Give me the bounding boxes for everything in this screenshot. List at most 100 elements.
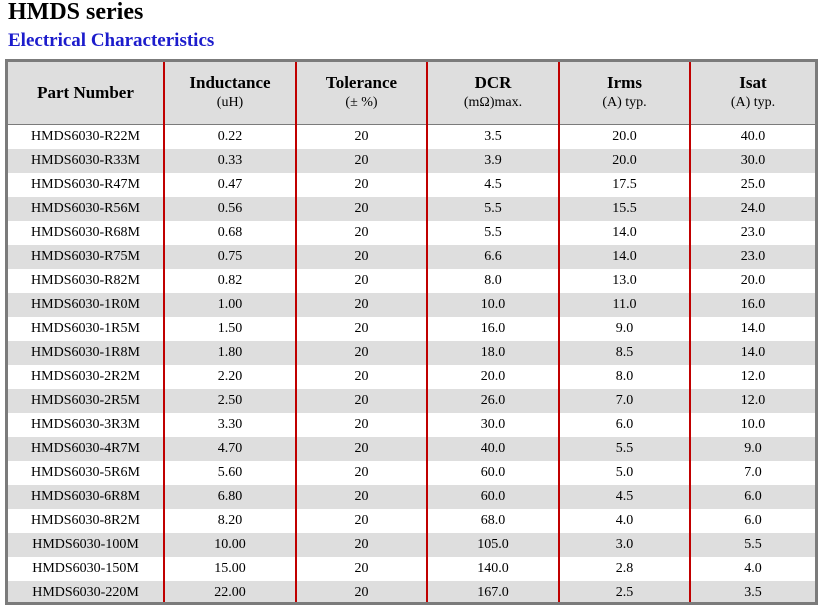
section-title: Electrical Characteristics — [8, 30, 215, 51]
part-number-cell: HMDS6030-150M — [8, 557, 165, 581]
tolerance-cell: 20 — [296, 245, 428, 269]
dcr-cell: 16.0 — [427, 317, 560, 341]
irms-cell: 17.5 — [559, 173, 691, 197]
table-row: HMDS6030-R68M 0.68 20 5.5 14.0 23.0 — [8, 221, 815, 245]
series-title: HMDS series — [8, 0, 144, 25]
table-row: HMDS6030-R75M 0.75 20 6.6 14.0 23.0 — [8, 245, 815, 269]
inductance-cell: 0.82 — [164, 269, 297, 293]
irms-cell: 8.5 — [559, 341, 691, 365]
irms-cell: 13.0 — [559, 269, 691, 293]
header-irms: Irms (A) typ. — [559, 62, 691, 125]
irms-cell: 14.0 — [559, 245, 691, 269]
inductance-cell: 10.00 — [164, 533, 297, 557]
part-number-cell: HMDS6030-1R5M — [8, 317, 165, 341]
tolerance-cell: 20 — [296, 581, 428, 602]
table-row: HMDS6030-8R2M 8.20 20 68.0 4.0 6.0 — [8, 509, 815, 533]
dcr-cell: 60.0 — [427, 461, 560, 485]
inductance-cell: 0.75 — [164, 245, 297, 269]
isat-cell: 12.0 — [690, 365, 815, 389]
dcr-cell: 20.0 — [427, 365, 560, 389]
inductance-cell: 1.80 — [164, 341, 297, 365]
part-number-cell: HMDS6030-220M — [8, 581, 165, 602]
inductance-cell: 8.20 — [164, 509, 297, 533]
part-number-cell: HMDS6030-3R3M — [8, 413, 165, 437]
dcr-cell: 60.0 — [427, 485, 560, 509]
part-number-cell: HMDS6030-2R5M — [8, 389, 165, 413]
header-tolerance: Tolerance (± %) — [296, 62, 428, 125]
table-row: HMDS6030-R33M 0.33 20 3.9 20.0 30.0 — [8, 149, 815, 173]
header-label: Tolerance — [325, 73, 398, 92]
table-frame: Part Number Inductance (uH) Tolerance (±… — [5, 59, 818, 605]
tolerance-cell: 20 — [296, 461, 428, 485]
table-row: HMDS6030-R82M 0.82 20 8.0 13.0 20.0 — [8, 269, 815, 293]
isat-cell: 4.0 — [690, 557, 815, 581]
isat-cell: 12.0 — [690, 389, 815, 413]
isat-cell: 6.0 — [690, 485, 815, 509]
header-label: Isat — [739, 73, 767, 92]
tolerance-cell: 20 — [296, 557, 428, 581]
part-number-cell: HMDS6030-R47M — [8, 173, 165, 197]
dcr-cell: 105.0 — [427, 533, 560, 557]
isat-cell: 7.0 — [690, 461, 815, 485]
part-number-cell: HMDS6030-R33M — [8, 149, 165, 173]
dcr-cell: 10.0 — [427, 293, 560, 317]
part-number-cell: HMDS6030-1R8M — [8, 341, 165, 365]
tolerance-cell: 20 — [296, 533, 428, 557]
dcr-cell: 26.0 — [427, 389, 560, 413]
header-dcr: DCR (mΩ)max. — [427, 62, 560, 125]
irms-cell: 20.0 — [559, 124, 691, 149]
tolerance-cell: 20 — [296, 509, 428, 533]
dcr-cell: 68.0 — [427, 509, 560, 533]
dcr-cell: 5.5 — [427, 197, 560, 221]
tolerance-cell: 20 — [296, 293, 428, 317]
table-row: HMDS6030-6R8M 6.80 20 60.0 4.5 6.0 — [8, 485, 815, 509]
inductance-cell: 15.00 — [164, 557, 297, 581]
dcr-cell: 40.0 — [427, 437, 560, 461]
irms-cell: 15.5 — [559, 197, 691, 221]
part-number-cell: HMDS6030-6R8M — [8, 485, 165, 509]
isat-cell: 23.0 — [690, 221, 815, 245]
table-row: HMDS6030-3R3M 3.30 20 30.0 6.0 10.0 — [8, 413, 815, 437]
part-number-cell: HMDS6030-R82M — [8, 269, 165, 293]
header-label: DCR — [474, 73, 512, 92]
tolerance-cell: 20 — [296, 173, 428, 197]
inductance-cell: 1.50 — [164, 317, 297, 341]
irms-cell: 14.0 — [559, 221, 691, 245]
part-number-cell: HMDS6030-R68M — [8, 221, 165, 245]
part-number-cell: HMDS6030-R75M — [8, 245, 165, 269]
header-unit: (uH) — [216, 95, 244, 110]
isat-cell: 23.0 — [690, 245, 815, 269]
tolerance-cell: 20 — [296, 124, 428, 149]
irms-cell: 9.0 — [559, 317, 691, 341]
tolerance-cell: 20 — [296, 389, 428, 413]
inductance-cell: 3.30 — [164, 413, 297, 437]
table-row: HMDS6030-R56M 0.56 20 5.5 15.5 24.0 — [8, 197, 815, 221]
irms-cell: 20.0 — [559, 149, 691, 173]
header-label: Inductance — [189, 73, 271, 92]
inductance-cell: 4.70 — [164, 437, 297, 461]
isat-cell: 20.0 — [690, 269, 815, 293]
electrical-characteristics-table: Part Number Inductance (uH) Tolerance (±… — [8, 62, 815, 602]
isat-cell: 14.0 — [690, 317, 815, 341]
irms-cell: 5.0 — [559, 461, 691, 485]
table-row: HMDS6030-1R5M 1.50 20 16.0 9.0 14.0 — [8, 317, 815, 341]
tolerance-cell: 20 — [296, 197, 428, 221]
part-number-cell: HMDS6030-1R0M — [8, 293, 165, 317]
inductance-cell: 0.56 — [164, 197, 297, 221]
table-row: HMDS6030-4R7M 4.70 20 40.0 5.5 9.0 — [8, 437, 815, 461]
irms-cell: 2.8 — [559, 557, 691, 581]
table-body: HMDS6030-R22M 0.22 20 3.5 20.0 40.0 HMDS6030-R… — [8, 124, 815, 602]
dcr-cell: 4.5 — [427, 173, 560, 197]
dcr-cell: 6.6 — [427, 245, 560, 269]
part-number-cell: HMDS6030-5R6M — [8, 461, 165, 485]
dcr-cell: 5.5 — [427, 221, 560, 245]
table-row: HMDS6030-150M 15.00 20 140.0 2.8 4.0 — [8, 557, 815, 581]
dcr-cell: 18.0 — [427, 341, 560, 365]
table-row: HMDS6030-1R0M 1.00 20 10.0 11.0 16.0 — [8, 293, 815, 317]
isat-cell: 6.0 — [690, 509, 815, 533]
irms-cell: 11.0 — [559, 293, 691, 317]
isat-cell: 5.5 — [690, 533, 815, 557]
dcr-cell: 3.9 — [427, 149, 560, 173]
isat-cell: 14.0 — [690, 341, 815, 365]
isat-cell: 24.0 — [690, 197, 815, 221]
